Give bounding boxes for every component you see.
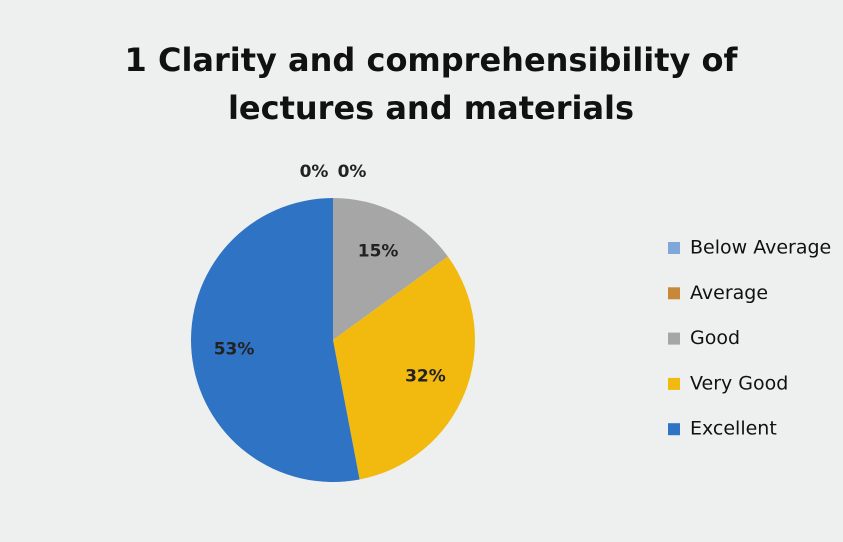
- legend-swatch: [668, 242, 680, 254]
- legend-label: Average: [690, 282, 768, 304]
- legend-swatch: [668, 332, 680, 345]
- legend-swatch: [668, 287, 680, 300]
- chart-title: 1 Clarity and comprehensibility of lectu…: [124, 41, 738, 127]
- data-label: 32%: [405, 367, 446, 387]
- legend-swatch: [668, 377, 680, 390]
- legend-label: Very Good: [690, 372, 788, 394]
- legend-label: Good: [690, 327, 740, 349]
- data-label: 15%: [358, 241, 399, 261]
- legend-swatch: [668, 423, 680, 436]
- data-label: 0%: [300, 162, 329, 182]
- pie-slice: [333, 256, 475, 480]
- data-label: 0%: [338, 162, 367, 182]
- pie-slice: [191, 198, 360, 482]
- legend-label: Excellent: [690, 418, 777, 440]
- data-label: 53%: [214, 339, 255, 359]
- legend-label: Below Average: [690, 237, 831, 259]
- pie-slice: [333, 198, 448, 340]
